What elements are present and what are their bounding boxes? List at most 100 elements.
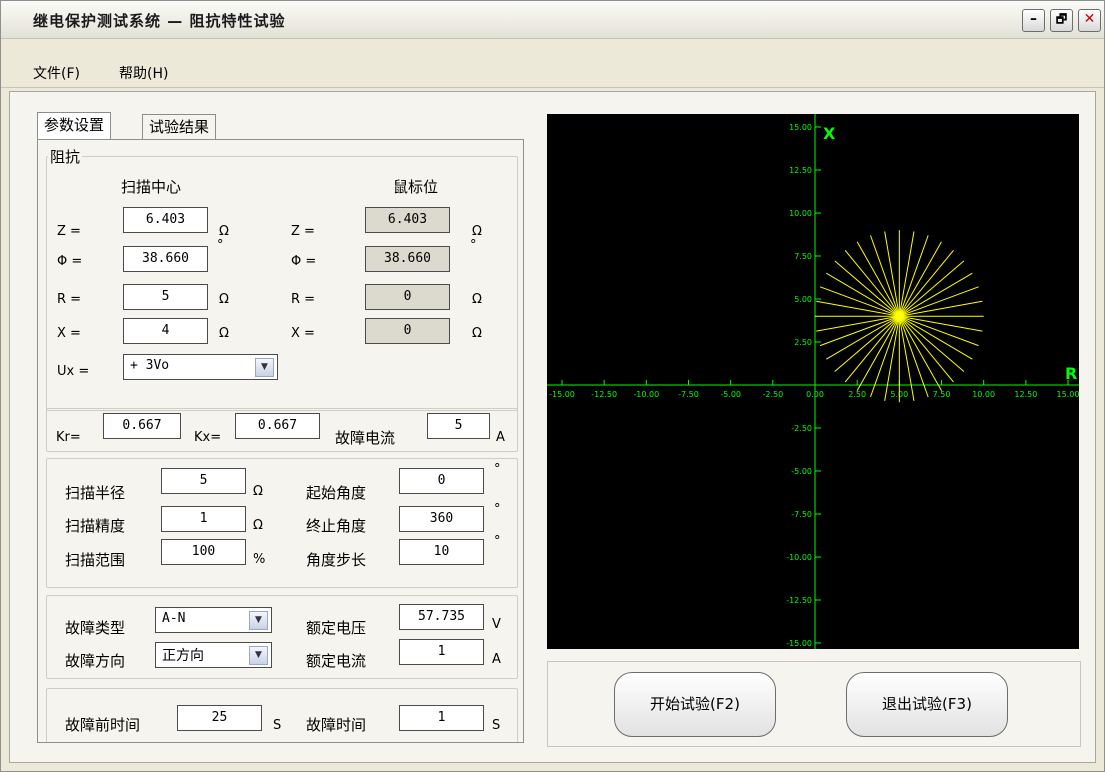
exit-test-button[interactable]: 退出试验(F3) [846, 672, 1008, 737]
mouse-phi-field: 38.660 [365, 246, 450, 272]
center-x-field[interactable]: 4 [123, 318, 208, 344]
pre-fault-unit: S [273, 718, 282, 733]
chevron-down-icon[interactable]: ▼ [249, 646, 268, 665]
fault-direction-value: 正方向 [162, 648, 204, 664]
scan-ray [899, 315, 965, 372]
scan-range-field[interactable]: 100 [161, 539, 246, 565]
kr-field[interactable]: 0.667 [103, 413, 181, 439]
scan-ray [856, 241, 900, 317]
scan-ray [834, 260, 900, 317]
fault-type-value: A-N [162, 611, 186, 626]
window-title: 继电保护测试系统 — 阻抗特性试验 [33, 12, 286, 30]
center-phi-unit: ° [217, 238, 224, 253]
mouse-r-field: 0 [365, 284, 450, 310]
tab-params[interactable]: 参数设置 [37, 112, 112, 139]
start-angle-field[interactable]: 0 [399, 468, 484, 494]
y-tick-label: 10.00 [789, 209, 812, 218]
y-tick-label: -12.50 [786, 596, 812, 605]
coeff-group [46, 408, 518, 452]
center-phi-field[interactable]: 38.660 [123, 246, 208, 272]
fault-type-label: 故障类型 [65, 619, 126, 637]
timing-group [46, 688, 518, 742]
menu-help[interactable]: 帮助(H) [119, 66, 169, 82]
ux-value: + 3Vo [130, 358, 170, 373]
y-tick-label: 15.00 [789, 123, 812, 132]
y-tick-label: -15.00 [786, 639, 812, 648]
y-tick-label: 12.50 [789, 166, 812, 175]
minimize-button[interactable]: – [1022, 9, 1045, 32]
scan-ray [898, 231, 915, 317]
chevron-down-icon[interactable]: ▼ [255, 358, 274, 377]
fault-group [46, 595, 518, 679]
center-z-label: Z = [57, 224, 81, 239]
fault-time-field[interactable]: 1 [399, 705, 484, 731]
impedance-plot[interactable]: -15.00 -12.50 -10.00 -7.50 -5.00 -2.50 0.00 2.5… [547, 114, 1079, 649]
rated-voltage-unit: V [492, 617, 501, 632]
center-z-field[interactable]: 6.403 [123, 207, 208, 233]
impedance-plot-svg: -15.00 -12.50 -10.00 -7.50 -5.00 -2.50 0.00 2.5… [547, 114, 1079, 649]
x-tick-label: -2.50 [762, 390, 783, 399]
kr-label: Kr= [56, 430, 81, 445]
scan-ray [899, 286, 979, 317]
rated-current-unit: A [492, 652, 501, 667]
mouse-x-field: 0 [365, 318, 450, 344]
fault-current-unit: A [496, 430, 505, 445]
chevron-down-icon[interactable]: ▼ [249, 611, 268, 630]
step-field[interactable]: 10 [399, 539, 484, 565]
y-tick-label: 5.00 [794, 295, 812, 304]
scan-ray [899, 272, 973, 317]
scan-radius-field[interactable]: 5 [161, 468, 246, 494]
scan-ray [898, 316, 929, 398]
mouse-phi-unit: ° [470, 238, 477, 253]
scan-ray [834, 315, 900, 372]
scan-ray [899, 315, 979, 347]
scan-precision-unit: Ω [253, 518, 263, 533]
center-r-field[interactable]: 5 [123, 284, 208, 310]
rated-current-field[interactable]: 1 [399, 639, 484, 665]
center-r-unit: Ω [219, 292, 229, 307]
rated-voltage-field[interactable]: 57.735 [399, 604, 484, 630]
impedance-group [46, 156, 518, 411]
scan-radius-label: 扫描半径 [65, 484, 126, 502]
mouse-x-label: X = [291, 326, 315, 341]
fault-type-dropdown[interactable]: A-N ▼ [155, 607, 272, 633]
scan-ray [884, 231, 900, 317]
y-tick-label: 2.50 [794, 338, 812, 347]
menu-file[interactable]: 文件(F) [33, 66, 80, 82]
end-angle-field[interactable]: 360 [399, 506, 484, 532]
pre-fault-field[interactable]: 25 [177, 705, 262, 731]
step-label: 角度步长 [306, 551, 367, 569]
scan-ray [898, 241, 942, 317]
fault-direction-dropdown[interactable]: 正方向 ▼ [155, 642, 272, 668]
fault-current-field[interactable]: 5 [427, 413, 490, 439]
x-tick-label: 7.50 [933, 390, 951, 399]
mouse-header: 鼠标位 [393, 178, 439, 196]
start-test-button[interactable]: 开始试验(F2) [614, 672, 776, 737]
y-tick-label: -7.50 [791, 510, 812, 519]
scan-range-unit: % [253, 552, 266, 567]
x-tick-label: 2.50 [848, 390, 866, 399]
x-tick-label: -5.00 [720, 390, 741, 399]
impedance-group-label: 阻抗 [48, 146, 83, 167]
scan-ray [898, 316, 915, 401]
pre-fault-label: 故障前时间 [65, 716, 141, 734]
scan-precision-field[interactable]: 1 [161, 506, 246, 532]
center-x-unit: Ω [219, 326, 229, 341]
close-button[interactable]: ✕ [1078, 9, 1101, 32]
tab-results[interactable]: 试验结果 [142, 114, 217, 139]
start-angle-unit: ° [494, 462, 501, 477]
scan-ray [826, 315, 900, 360]
kx-field[interactable]: 0.667 [235, 413, 320, 439]
y-tick-label: -2.50 [791, 424, 812, 433]
x-tick-label: -15.00 [549, 390, 575, 399]
ux-label: Ux = [57, 364, 90, 379]
mouse-z-label: Z = [291, 224, 315, 239]
scan-ray [870, 235, 900, 317]
scan-ray [898, 315, 942, 391]
ux-dropdown[interactable]: + 3Vo ▼ [123, 354, 278, 380]
mouse-r-unit: Ω [472, 292, 482, 307]
title-bar[interactable]: 继电保护测试系统 — 阻抗特性试验 – 🗗 ✕ [1, 1, 1104, 39]
scan-ray [899, 315, 983, 332]
restore-button[interactable]: 🗗 [1050, 9, 1073, 32]
